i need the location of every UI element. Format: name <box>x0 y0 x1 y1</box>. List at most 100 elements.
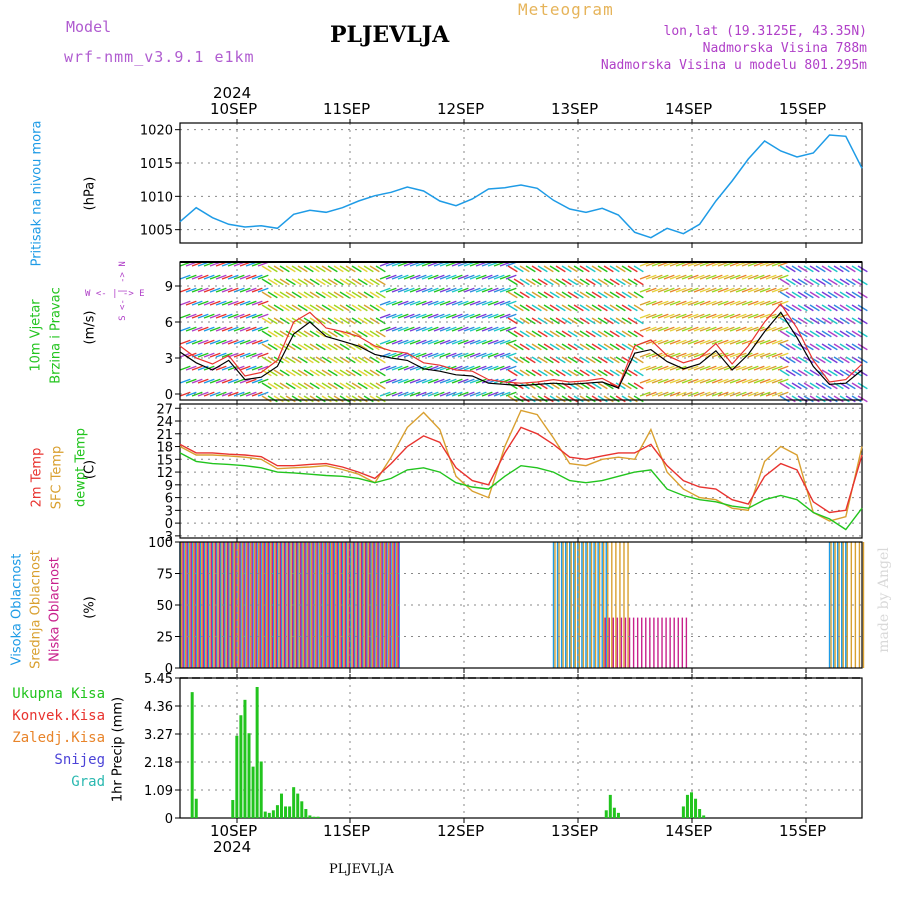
wind-barb <box>499 274 511 280</box>
wind-barb <box>771 391 783 397</box>
wind-barb <box>493 300 505 306</box>
wind-barb <box>291 343 302 351</box>
wind-barb <box>363 343 374 351</box>
wind-barb <box>357 395 368 403</box>
wind-barb <box>567 356 578 364</box>
wind-barb <box>609 291 620 299</box>
wind-barb <box>185 378 197 384</box>
wind-barb <box>215 378 227 384</box>
wind-barb <box>499 391 511 397</box>
wind-barb <box>681 391 693 397</box>
wind-barb <box>621 265 632 273</box>
wind-barb <box>815 265 826 273</box>
wind-barb <box>439 326 451 332</box>
wind-barb <box>791 369 802 377</box>
wind-barb <box>239 378 251 384</box>
wind-barb <box>591 278 602 286</box>
wind-barb <box>531 395 542 403</box>
wind-barb <box>357 317 368 325</box>
wind-barb <box>315 356 326 364</box>
wind-barb <box>803 330 814 338</box>
wind-barb <box>251 287 263 293</box>
wind-barb <box>257 287 269 293</box>
wind-barb <box>297 330 308 338</box>
wind-barb <box>585 343 596 351</box>
wind-barb <box>469 274 481 280</box>
wind-barb <box>427 287 439 293</box>
wind-barb <box>351 356 362 364</box>
wind-barb <box>615 330 626 338</box>
wind-barb <box>221 300 233 306</box>
wind-barb <box>815 278 826 286</box>
wind-barb <box>833 278 844 286</box>
wind-barb <box>549 369 560 377</box>
wind-barb <box>513 265 524 273</box>
wind-barb <box>439 287 451 293</box>
wind-barb <box>759 287 771 293</box>
wind-barb <box>409 391 421 397</box>
wind-barb <box>603 291 614 299</box>
wind-barb <box>439 365 451 371</box>
wind-barb <box>839 369 850 377</box>
wind-barb <box>203 274 215 280</box>
wind-barb <box>699 339 711 345</box>
wind-barb <box>239 287 251 293</box>
wind-barb <box>615 278 626 286</box>
wind-barb <box>345 356 356 364</box>
y-tick-label: 1.09 <box>144 784 173 799</box>
wind-barb <box>375 265 386 273</box>
precip-bar <box>190 692 194 818</box>
wind-barb <box>741 326 753 332</box>
wind-barb <box>717 313 729 319</box>
wind-barb <box>657 339 669 345</box>
wind-barb <box>845 265 856 273</box>
wind-barb <box>403 313 415 319</box>
wind-barb <box>457 300 469 306</box>
wind-barb <box>803 291 814 299</box>
wind-barb <box>645 287 657 293</box>
wind-barb <box>579 356 590 364</box>
wind-barb <box>379 378 391 384</box>
wind-barb <box>327 317 338 325</box>
precip-bar <box>292 787 296 818</box>
wind-barb <box>729 313 741 319</box>
dewpt-line <box>179 452 863 531</box>
wind-barb <box>537 369 548 377</box>
wind-barb <box>469 339 481 345</box>
wind-barb <box>315 330 326 338</box>
wind-barb <box>345 265 356 273</box>
wind-barb <box>827 304 838 312</box>
wind-barb <box>221 326 233 332</box>
wind-barb <box>735 352 747 358</box>
year-label-bottom: 2024 <box>213 838 252 856</box>
model-label: Model <box>66 18 112 36</box>
wind-barb <box>851 265 862 273</box>
wind-barb <box>261 304 272 312</box>
wind-barb <box>297 395 308 403</box>
wind-barb <box>851 278 862 286</box>
wind-barb <box>597 291 608 299</box>
wind-barb <box>493 274 505 280</box>
wind-barb <box>261 356 272 364</box>
wind-barb <box>633 395 644 403</box>
wind-barb <box>609 330 620 338</box>
wind-barb <box>687 274 699 280</box>
wind-barb <box>765 378 777 384</box>
wind-barb <box>851 291 862 299</box>
wind-barb <box>699 300 711 306</box>
wind-barb <box>603 304 614 312</box>
wind-barb <box>463 391 475 397</box>
wind-barb <box>303 278 314 286</box>
wind-barb <box>711 378 723 384</box>
wind-barb <box>645 313 657 319</box>
wind-barb <box>273 278 284 286</box>
wind-barb <box>821 265 832 273</box>
wind-barb <box>315 265 326 273</box>
wind-barb <box>505 326 517 332</box>
wind-barb <box>627 278 638 286</box>
wind-barb <box>233 274 245 280</box>
wind-barb <box>821 291 832 299</box>
panel-frame <box>179 403 863 539</box>
wind-barb <box>345 382 356 390</box>
wind-barb <box>379 287 391 293</box>
